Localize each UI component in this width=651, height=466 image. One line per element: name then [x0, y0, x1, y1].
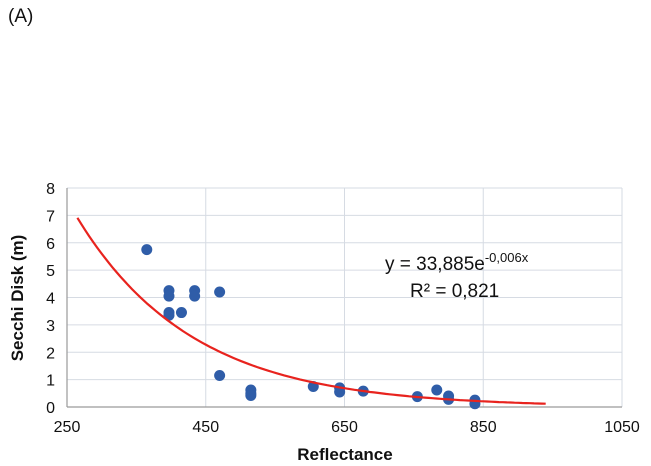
r-squared-label: R² = 0,821 [410, 281, 499, 302]
x-tick-labels: 250 450 650 850 1050 [54, 419, 640, 436]
axes [66, 188, 622, 408]
y-tick-label: 8 [46, 181, 55, 198]
x-axis-title: Reflectance [297, 445, 392, 464]
y-axis-title: Secchi Disk (m) [8, 235, 27, 362]
x-tick-label: 650 [331, 419, 358, 436]
y-tick-label: 6 [46, 236, 55, 253]
y-tick-labels: 0 1 2 3 4 5 6 7 8 [46, 181, 55, 417]
x-tick-label: 250 [54, 419, 81, 436]
grid-lines [67, 187, 623, 407]
trendline-equation: y = 33,885e-0,006x [385, 250, 529, 275]
y-tick-label: 3 [46, 318, 55, 335]
y-tick-label: 4 [46, 291, 55, 308]
y-tick-label: 2 [46, 345, 55, 362]
x-tick-label: 450 [192, 419, 219, 436]
x-tick-label: 1050 [604, 419, 640, 436]
data-point [163, 290, 175, 302]
equation-exponent: -0,006x [485, 250, 529, 265]
equation-prefix: y = 33,885e [385, 254, 485, 275]
y-tick-label: 5 [46, 263, 55, 280]
data-point [334, 386, 346, 398]
data-point [214, 370, 226, 382]
data-point [214, 286, 226, 298]
y-tick-label: 7 [46, 208, 55, 225]
data-point [141, 244, 153, 256]
data-points [141, 244, 481, 410]
x-tick-label: 850 [470, 419, 497, 436]
data-point [431, 384, 443, 396]
panel-label: (A) [8, 6, 34, 27]
exponential-trendline [76, 217, 546, 405]
data-point [189, 290, 201, 302]
y-tick-label: 0 [46, 400, 55, 417]
data-point [245, 390, 257, 402]
y-tick-label: 1 [46, 373, 55, 390]
data-point [175, 307, 187, 319]
